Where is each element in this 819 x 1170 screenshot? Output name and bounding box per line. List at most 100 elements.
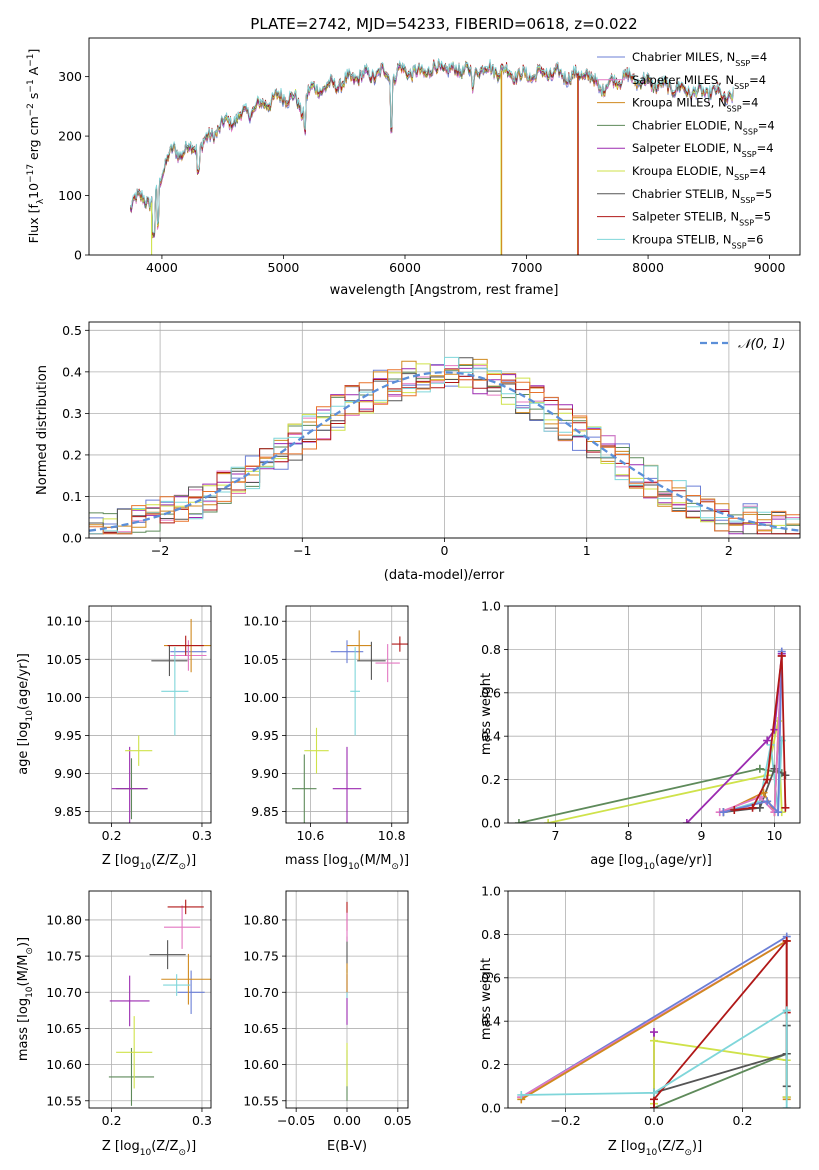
axes-frame bbox=[285, 890, 409, 1109]
y-tick-label: 0.4 bbox=[481, 1014, 501, 1029]
mass-z-axes: 0.2 0.3 10.55 10.60 10.65 10.70 10.75 10.80 bbox=[46, 890, 212, 1128]
legend-label: Salpeter MILES, NSSP=4 bbox=[632, 73, 766, 91]
y-tick-label: 10.70 bbox=[243, 985, 279, 1000]
y-tick-label: 10.00 bbox=[243, 690, 279, 705]
mass-weight-marker bbox=[782, 1006, 791, 1015]
x-tick-label: −2 bbox=[151, 543, 169, 558]
mw-z-xlabel: Z [log10(Z/Z⊙)] bbox=[608, 1139, 702, 1158]
y-tick-label: 9.85 bbox=[251, 804, 279, 819]
y-tick-label: 0.4 bbox=[481, 729, 501, 744]
legend-sub: SSP bbox=[727, 104, 742, 113]
x-tick-label: 4000 bbox=[146, 260, 178, 275]
legend-sub: SSP bbox=[732, 241, 747, 250]
y-tick-label: 9.95 bbox=[251, 728, 279, 743]
y-tick-label: 0.1 bbox=[62, 489, 82, 504]
legend-label: Kroupa MILES, NSSP=4 bbox=[632, 96, 758, 114]
plot-area bbox=[111, 618, 211, 823]
x-tick-label: 9000 bbox=[754, 260, 786, 275]
mass-weight-marker bbox=[719, 808, 728, 817]
x-tick-label: 10.8 bbox=[378, 828, 406, 843]
axes-frame bbox=[88, 321, 801, 539]
y-tick-label: 300 bbox=[58, 69, 82, 84]
axes-frame bbox=[507, 605, 801, 824]
y-tick-label: 1.0 bbox=[481, 599, 501, 614]
y-tick-label: 10.75 bbox=[243, 949, 279, 964]
y-tick-label: 0.2 bbox=[481, 1057, 501, 1072]
legend-n: =5 bbox=[755, 187, 772, 201]
histogram-axes: −2 −1 0 1 2 0.0 0.1 0.2 0.3 0.4 0.5 𝒩(0, 1) bbox=[62, 321, 801, 558]
mass-weight-vs-age-panel: age [log10(age/yr)] mass weight 7 8 9 10 0.0… bbox=[479, 599, 801, 872]
mass-weight-line bbox=[653, 1025, 788, 1094]
y-tick-label: 0.8 bbox=[481, 642, 501, 657]
y-tick-label: 10.05 bbox=[46, 652, 82, 667]
x-tick-label: 9 bbox=[697, 828, 705, 843]
y-tick-label: 0.2 bbox=[62, 447, 82, 462]
plot-area bbox=[292, 630, 408, 823]
x-tick-label: −0.2 bbox=[550, 1113, 580, 1128]
y-tick-label: 0.2 bbox=[481, 772, 501, 787]
residual-histogram-panel: (data-model)/error Normed distribution −… bbox=[35, 321, 801, 583]
legend-n: =4 bbox=[750, 50, 767, 64]
y-tick-label: 0.0 bbox=[481, 1101, 501, 1116]
y-tick-label: 0 bbox=[74, 248, 82, 263]
x-tick-label: 1 bbox=[583, 543, 591, 558]
mass-weight-vs-metallicity-panel: Z [log10(Z/Z⊙)] mass weight −0.2 0.0 0.2 0.… bbox=[479, 884, 801, 1158]
spectrum-panel: PLATE=2742, MJD=54233, FIBERID=0618, z=0… bbox=[26, 15, 801, 298]
x-tick-label: −0.05 bbox=[277, 1113, 315, 1128]
y-tick-label: 200 bbox=[58, 129, 82, 144]
mw-age-axes: 7 8 9 10 0.0 0.2 0.4 0.6 0.8 1.0 bbox=[481, 599, 801, 843]
histogram-xlabel: (data-model)/error bbox=[384, 568, 505, 583]
x-tick-label: 7000 bbox=[511, 260, 543, 275]
x-tick-label: 0.3 bbox=[192, 1113, 212, 1128]
y-tick-label: 10.10 bbox=[243, 614, 279, 629]
mass-weight-marker bbox=[755, 764, 764, 773]
y-tick-label: 0.4 bbox=[62, 364, 82, 379]
legend-sub: SSP bbox=[743, 127, 758, 136]
mass-weight-marker bbox=[755, 803, 764, 812]
mass-z-ylabel: mass [log10(M/M⊙)] bbox=[16, 937, 35, 1061]
age-z-ylabel: age [log10(age/yr)] bbox=[16, 653, 35, 775]
mass-weight-marker bbox=[650, 1104, 658, 1108]
mass-ebv-axes: −0.05 0.00 0.05 10.55 10.60 10.65 10.70 10.75 10… bbox=[243, 890, 412, 1128]
x-tick-label: 6000 bbox=[389, 260, 421, 275]
spectrum-title: PLATE=2742, MJD=54233, FIBERID=0618, z=0… bbox=[250, 15, 637, 33]
age-mass-xlabel: mass [log10(M/M⊙)] bbox=[285, 853, 409, 872]
mass-weight-line bbox=[521, 1008, 788, 1108]
x-tick-label: 8 bbox=[624, 828, 632, 843]
y-tick-label: 9.85 bbox=[54, 804, 82, 819]
legend-text: Chabrier ELODIE, N bbox=[632, 118, 743, 132]
age-z-xlabel: Z [log10(Z/Z⊙)] bbox=[102, 853, 196, 872]
legend-label: Chabrier MILES, NSSP=4 bbox=[632, 50, 767, 68]
mass-weight-marker bbox=[650, 1028, 658, 1037]
mw-z-ylabel: mass weight bbox=[479, 958, 494, 1040]
legend-n: =4 bbox=[742, 96, 759, 110]
x-tick-label: 5000 bbox=[268, 260, 300, 275]
y-tick-label: 10.10 bbox=[46, 614, 82, 629]
axes-frame bbox=[88, 605, 212, 824]
x-tick-label: 0.2 bbox=[102, 828, 122, 843]
plot-area bbox=[89, 356, 800, 535]
legend-sub: SSP bbox=[735, 59, 750, 68]
mw-age-ylabel: mass weight bbox=[479, 673, 494, 755]
y-tick-label: 1.0 bbox=[481, 884, 501, 899]
mass-weight-marker bbox=[782, 936, 791, 945]
mass-vs-metallicity-panel: Z [log10(Z/Z⊙)] mass [log10(M/M⊙)] 0.2 0.… bbox=[16, 890, 212, 1158]
y-tick-label: 9.90 bbox=[54, 766, 82, 781]
histogram-ylabel: Normed distribution bbox=[35, 365, 50, 495]
legend-text: Chabrier MILES, N bbox=[632, 50, 735, 64]
x-tick-label: 2 bbox=[725, 543, 733, 558]
legend-n: =5 bbox=[754, 210, 771, 224]
mass-weight-line bbox=[653, 1052, 788, 1108]
y-tick-label: 9.95 bbox=[54, 728, 82, 743]
axes-frame bbox=[507, 890, 801, 1109]
legend-label: Chabrier ELODIE, NSSP=4 bbox=[632, 118, 775, 136]
mass-weight-marker bbox=[770, 725, 779, 734]
y-tick-label: 10.60 bbox=[243, 1057, 279, 1072]
mass-z-xlabel: Z [log10(Z/Z⊙)] bbox=[102, 1139, 196, 1158]
legend-text: Kroupa ELODIE, N bbox=[632, 164, 734, 178]
histogram-step bbox=[89, 368, 800, 535]
x-tick-label: 0.05 bbox=[384, 1113, 412, 1128]
mass-weight-marker bbox=[544, 819, 553, 823]
x-tick-label: 0.00 bbox=[333, 1113, 361, 1128]
